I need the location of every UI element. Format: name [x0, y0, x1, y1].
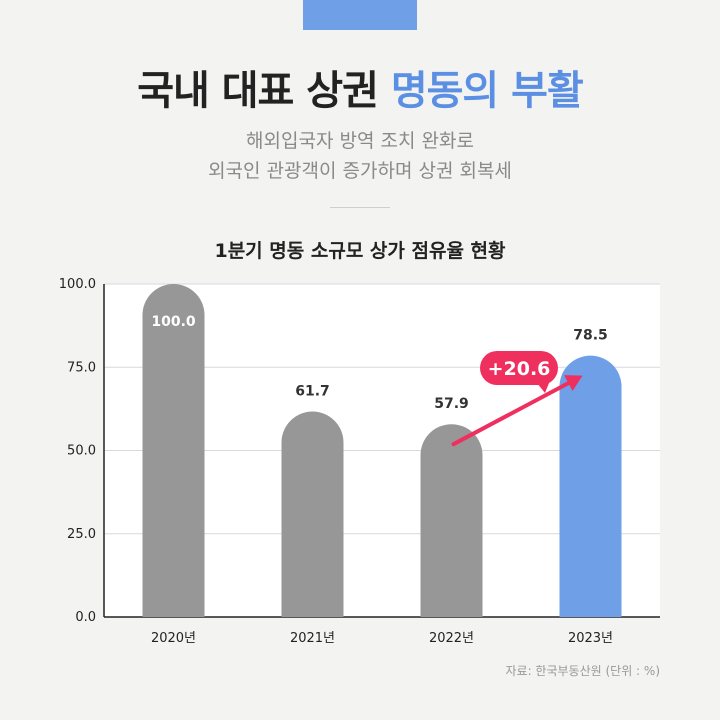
- title-main: 국내 대표 상권: [137, 68, 379, 114]
- x-tick-label: 2020년: [151, 631, 196, 646]
- source-note: 자료: 한국부동산원 (단위 : %): [505, 664, 660, 678]
- bar: [559, 355, 622, 617]
- subtitle-line-2: 외국인 관광객이 증가하며 상권 회복세: [208, 160, 512, 182]
- data-label: 61.7: [295, 384, 330, 400]
- top-tab-decoration: [303, 0, 417, 30]
- page-title: 국내 대표 상권 명동의 부활: [0, 58, 720, 116]
- y-tick-label: 50.0: [67, 444, 96, 459]
- x-tick-label: 2022년: [429, 631, 474, 646]
- annotation-arrow-head: [564, 375, 583, 392]
- data-label: 100.0: [151, 314, 196, 330]
- annotation-label: +20.6: [488, 358, 551, 380]
- divider: [330, 207, 390, 208]
- title-accent: 명동의 부활: [390, 68, 584, 114]
- y-tick-label: 0.0: [75, 610, 96, 625]
- x-tick-label: 2021년: [290, 631, 335, 646]
- annotation-bubble-tail: [537, 383, 549, 393]
- y-tick-label: 75.0: [67, 360, 96, 375]
- y-tick-label: 25.0: [67, 527, 96, 542]
- subtitle-line-1: 해외입국자 방역 조치 완화로: [246, 130, 474, 152]
- data-label: 57.9: [434, 396, 469, 412]
- x-tick-label: 2023년: [568, 631, 613, 646]
- chart-title: 1분기 명동 소규모 상가 점유율 현황: [214, 240, 506, 262]
- bar: [142, 284, 205, 617]
- bar: [281, 411, 344, 617]
- annotation-arrow-line: [451, 381, 571, 447]
- data-label: 78.5: [573, 328, 608, 344]
- bar: [420, 424, 483, 617]
- y-tick-label: 100.0: [59, 277, 96, 292]
- annotation-bubble: [480, 351, 558, 385]
